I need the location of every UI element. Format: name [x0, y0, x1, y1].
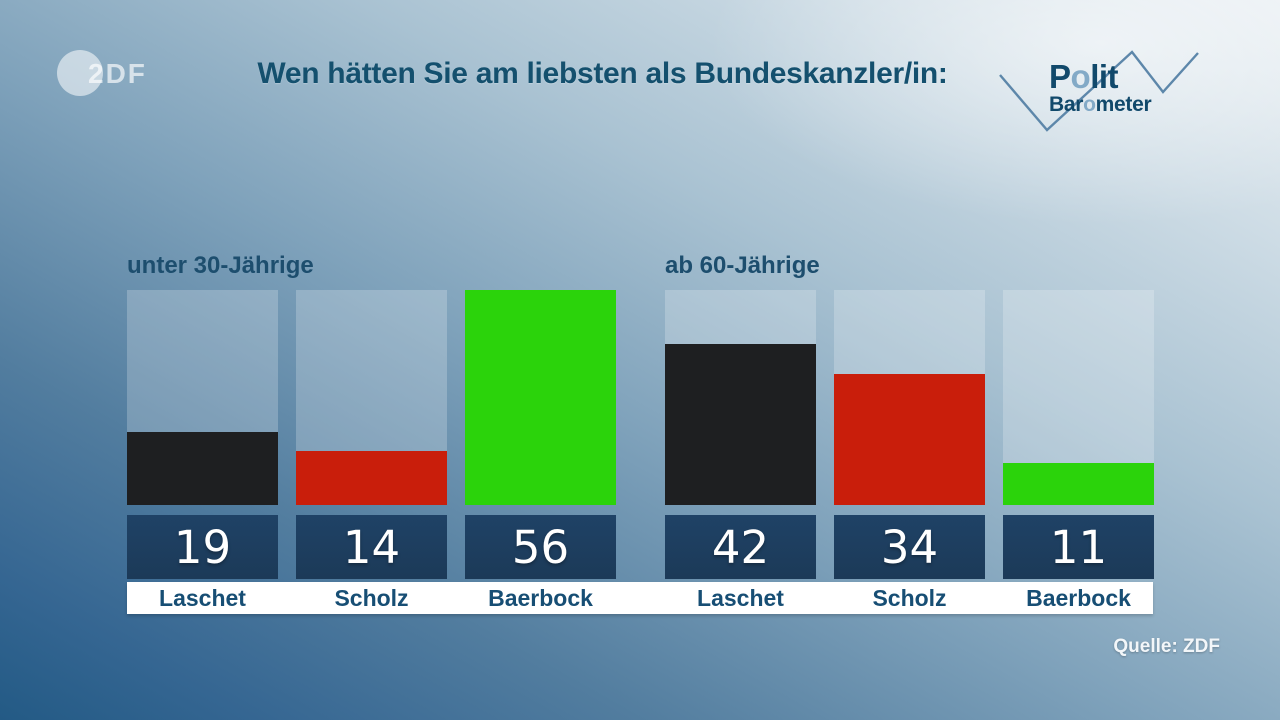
- bar-track: [296, 290, 447, 505]
- value-label: 34: [880, 520, 939, 574]
- bar-fill-baerbock: [465, 290, 616, 505]
- bar-fill-baerbock: [1003, 462, 1154, 505]
- bar-column-u30-scholz: 14 Scholz: [296, 290, 447, 614]
- bar-fill-laschet: [127, 432, 278, 505]
- bar-track: [834, 290, 985, 505]
- bar-column-60p-laschet: 42 Laschet: [665, 290, 816, 614]
- name-label-baerbock: Baerbock: [1026, 585, 1131, 611]
- brand-letter: P: [1049, 58, 1071, 95]
- value-box: 14: [296, 515, 447, 579]
- name-label-scholz: Scholz: [872, 585, 947, 611]
- zdf-logo-circle-icon: [57, 50, 103, 96]
- bar-fill-laschet: [665, 343, 816, 505]
- source-label: Quelle: ZDF: [1113, 636, 1220, 657]
- bar-track: [127, 290, 278, 505]
- page-title: Wen hätten Sie am liebsten als Bundeskan…: [257, 57, 948, 90]
- value-label: 11: [1049, 520, 1108, 574]
- bar-column-u30-baerbock: 56 Baerbock: [465, 290, 616, 614]
- brand-letter-light: o: [1070, 58, 1091, 95]
- politbarometer-logo: Polit Barometer: [995, 32, 1210, 147]
- brand-letter: Bar: [1049, 93, 1084, 116]
- value-box: 34: [834, 515, 985, 579]
- bar-track: [465, 290, 616, 505]
- brand-barometer-text: Barometer: [1049, 93, 1152, 117]
- value-box: 42: [665, 515, 816, 579]
- zigzag-line-icon: [999, 50, 1199, 132]
- names-strip: [127, 582, 1153, 614]
- brand-letter-light: o: [1083, 93, 1096, 116]
- group-label-60-plus: ab 60-Jährige: [665, 252, 820, 279]
- bar-column-u30-laschet: 19 Laschet: [127, 290, 278, 614]
- name-label-laschet: Laschet: [697, 585, 784, 611]
- brand-letter: lit: [1090, 58, 1119, 95]
- value-label: 14: [342, 520, 401, 574]
- brand-letter: meter: [1095, 93, 1152, 116]
- bar-track: [665, 290, 816, 505]
- name-label-scholz: Scholz: [334, 585, 409, 611]
- zdf-logo-text: 2DF: [88, 58, 147, 89]
- bar-fill-scholz: [834, 374, 985, 505]
- bar-track: [1003, 290, 1154, 505]
- value-box: 56: [465, 515, 616, 579]
- value-label: 19: [173, 520, 232, 574]
- brand-polit-text: Polit: [1049, 58, 1119, 96]
- value-box: 11: [1003, 515, 1154, 579]
- name-label-laschet: Laschet: [159, 585, 246, 611]
- value-label: 56: [511, 520, 570, 574]
- group-label-under-30: unter 30-Jährige: [127, 252, 314, 279]
- bar-column-60p-baerbock: 11 Baerbock: [1003, 290, 1154, 614]
- name-label-baerbock: Baerbock: [488, 585, 593, 611]
- value-label: 42: [711, 520, 770, 574]
- bar-column-60p-scholz: 34 Scholz: [834, 290, 985, 614]
- value-box: 19: [127, 515, 278, 579]
- bar-fill-scholz: [296, 451, 447, 505]
